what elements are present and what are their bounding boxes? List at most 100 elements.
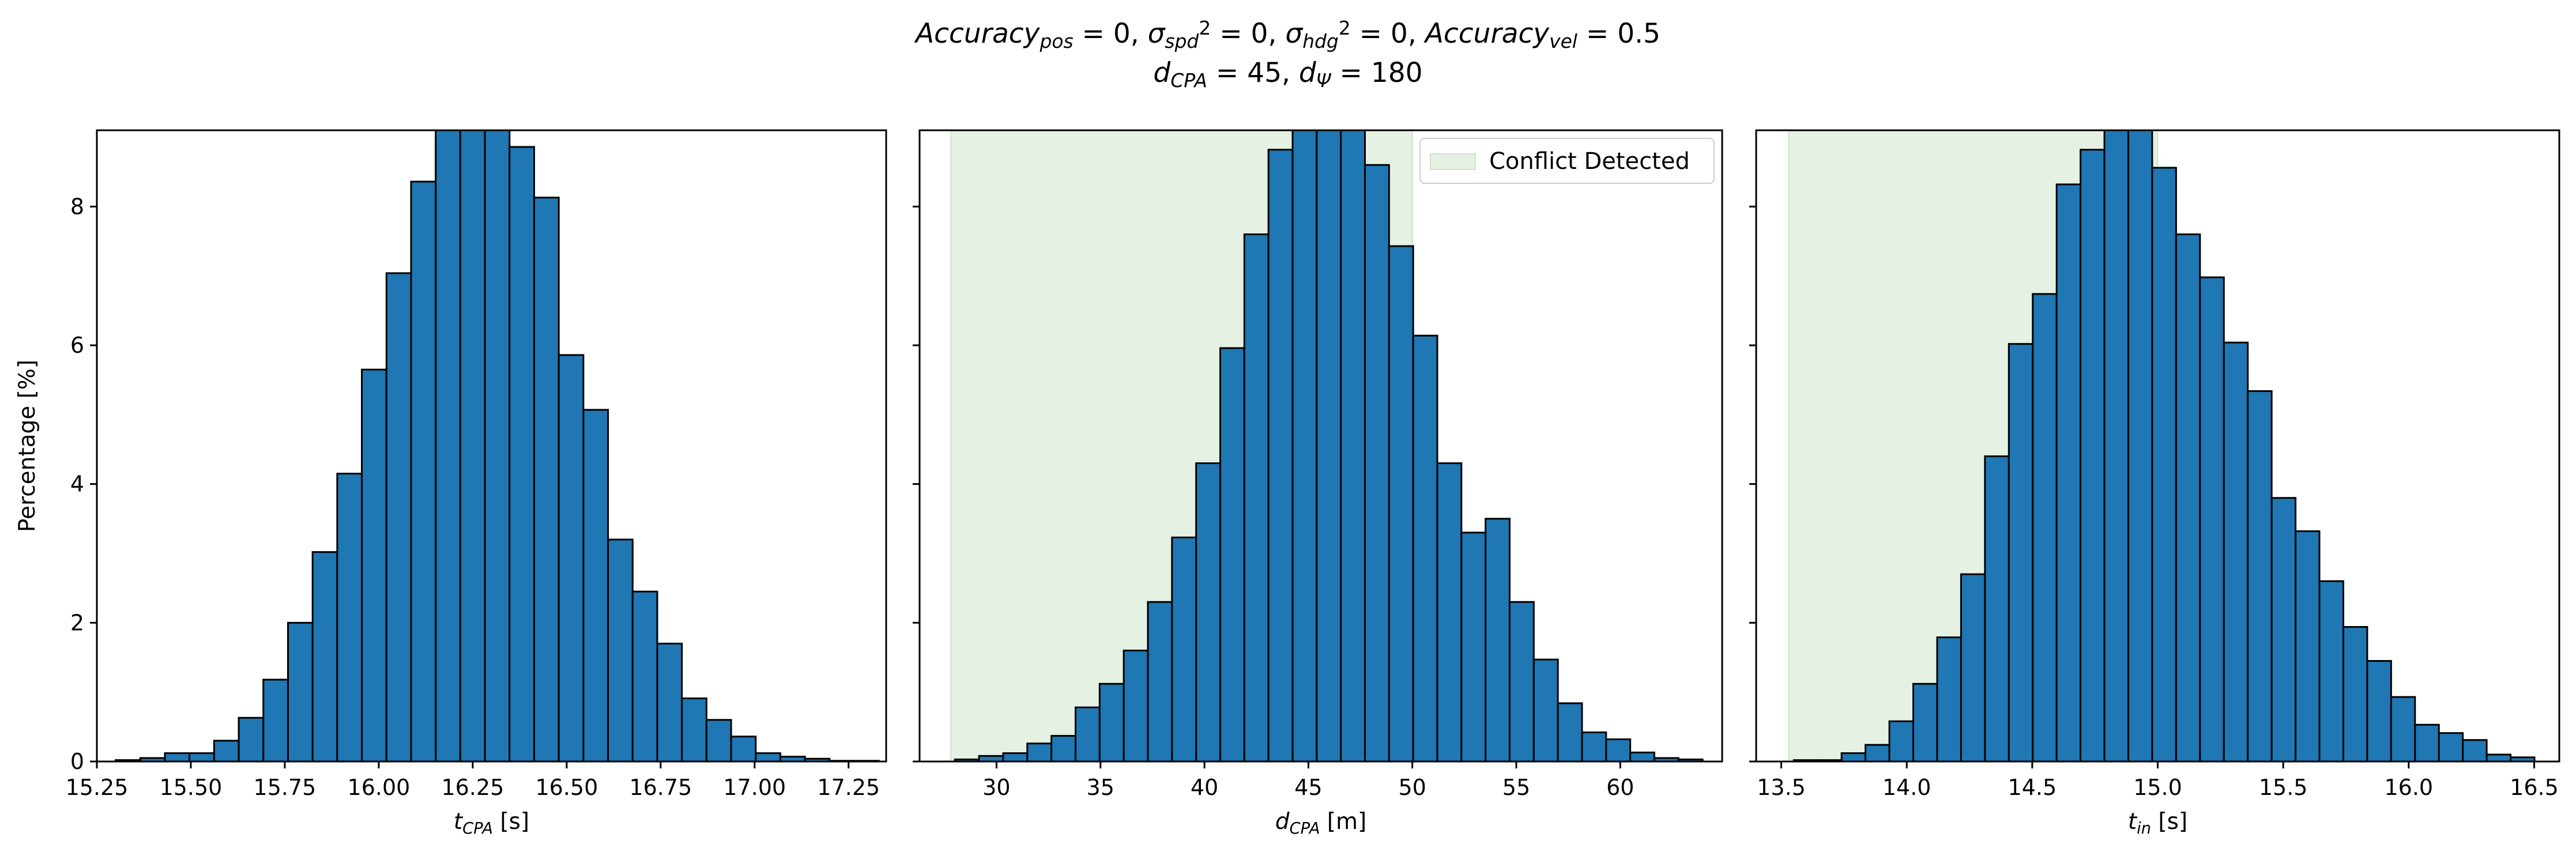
x-tick-label: 15.5 bbox=[2259, 775, 2308, 800]
histogram-bar bbox=[1195, 462, 1221, 761]
text-part: CPA bbox=[1290, 820, 1320, 838]
histogram-bar bbox=[2103, 130, 2129, 761]
text-part: = 0.5 bbox=[1577, 18, 1660, 50]
histogram-bar bbox=[656, 642, 683, 761]
histogram-bar bbox=[2342, 626, 2368, 761]
histogram-bar bbox=[1123, 649, 1149, 761]
histogram-bar bbox=[1243, 233, 1270, 761]
histogram-bar bbox=[1888, 720, 1915, 761]
histogram-bar bbox=[631, 590, 658, 761]
x-tick-label: 14.0 bbox=[1882, 775, 1931, 800]
legend-swatch bbox=[1430, 153, 1476, 170]
text-part: t bbox=[454, 809, 464, 835]
histogram-bar bbox=[2199, 276, 2225, 761]
histogram-bar bbox=[1532, 658, 1559, 761]
histogram-bar bbox=[311, 551, 338, 761]
histogram-bar bbox=[1412, 334, 1438, 761]
x-tick-label: 16.50 bbox=[535, 775, 598, 800]
histogram-bar bbox=[1316, 130, 1342, 761]
histogram-bar bbox=[1340, 130, 1366, 761]
histogram-bar bbox=[262, 678, 289, 761]
histogram-panel-dcpa: 30 35 40 45 50 55 60 dCPA [m] Conflict Detected bbox=[913, 129, 1723, 838]
x-tick-label: 16.0 bbox=[2385, 775, 2434, 800]
plot-area bbox=[950, 130, 1704, 761]
x-tick-label: 17.25 bbox=[817, 775, 880, 800]
histogram-bar bbox=[2055, 183, 2082, 761]
histogram-bar bbox=[1074, 706, 1101, 761]
y-tick-label: 4 bbox=[70, 472, 84, 497]
histogram-bar bbox=[2223, 341, 2249, 761]
histogram-bar bbox=[2295, 530, 2321, 761]
text-part: [m] bbox=[1320, 809, 1366, 835]
histogram-bar bbox=[1557, 702, 1583, 761]
text-part: hdg bbox=[1302, 30, 1339, 52]
text-part: d bbox=[1275, 809, 1290, 835]
histogram-bar bbox=[607, 538, 634, 761]
x-tick-label: 45 bbox=[1294, 775, 1322, 800]
histogram-bar bbox=[730, 736, 757, 761]
histogram-bar bbox=[1605, 738, 1632, 761]
y-axis-label: Percentage [%] bbox=[14, 360, 40, 532]
figure-title-line2: dCPA = 45, dΨ = 180 bbox=[1153, 57, 1422, 92]
x-tick-label: 30 bbox=[982, 775, 1010, 800]
legend: Conflict Detected bbox=[1419, 138, 1715, 184]
histogram-bar bbox=[1984, 455, 2010, 761]
text-part: σ bbox=[1285, 18, 1303, 50]
histogram-bar bbox=[2318, 580, 2344, 761]
histogram-bar bbox=[1098, 683, 1125, 761]
y-tick-label: 2 bbox=[70, 610, 84, 635]
histogram-bar bbox=[1460, 531, 1487, 761]
histogram-bar bbox=[2151, 167, 2177, 761]
histogram-bar bbox=[582, 409, 609, 761]
x-tick-label: 55 bbox=[1502, 775, 1530, 800]
histogram-bar bbox=[1026, 742, 1053, 761]
x-tick-label: 50 bbox=[1398, 775, 1426, 800]
text-part: = 0, bbox=[1351, 18, 1425, 50]
text-part: vel bbox=[1549, 30, 1577, 52]
histogram-bar bbox=[336, 473, 363, 761]
histogram-bar bbox=[287, 621, 314, 761]
histogram-bar bbox=[189, 752, 215, 761]
histogram-bar bbox=[1147, 601, 1173, 761]
text-part: = 180 bbox=[1331, 57, 1423, 89]
histogram-bar bbox=[1267, 149, 1294, 761]
histogram-bar bbox=[435, 130, 461, 761]
x-tick-label: 16.00 bbox=[348, 775, 410, 800]
histogram-bar bbox=[2510, 756, 2536, 761]
histogram-bar bbox=[1436, 462, 1463, 761]
histogram-panel-tcpa: 15.25 15.50 15.75 16.00 16.25 16.50 16.75 17.00… bbox=[14, 129, 887, 838]
plot-area bbox=[1788, 130, 2536, 761]
plot-area bbox=[115, 130, 880, 761]
histogram-bar bbox=[361, 368, 387, 761]
x-tick-label: 35 bbox=[1087, 775, 1114, 800]
x-tick-label: 15.0 bbox=[2133, 775, 2182, 800]
text-part: = 0, bbox=[1211, 18, 1285, 50]
y-tick-label: 6 bbox=[70, 333, 84, 358]
x-tick-label: 15.25 bbox=[66, 775, 129, 800]
histogram-bar bbox=[2438, 732, 2464, 761]
x-axis-label: tCPA [s] bbox=[454, 809, 529, 838]
histogram-bar bbox=[1291, 130, 1318, 761]
histogram-bar bbox=[2414, 723, 2440, 761]
legend-label: Conflict Detected bbox=[1489, 148, 1690, 175]
histogram-bar bbox=[1002, 752, 1029, 761]
histogram-bar bbox=[2032, 293, 2058, 761]
histogram-bar bbox=[459, 130, 486, 761]
y-tick-label: 8 bbox=[70, 194, 84, 219]
text-part: 2 bbox=[1339, 17, 1351, 39]
x-tick-label: 15.50 bbox=[160, 775, 223, 800]
histogram-bar bbox=[2485, 753, 2512, 761]
histogram-bar bbox=[164, 752, 191, 761]
histogram-bar bbox=[755, 752, 781, 761]
x-tick-label: 15.75 bbox=[254, 775, 317, 800]
text-part: = 0, bbox=[1074, 18, 1148, 50]
histogram-bar bbox=[1581, 731, 1607, 761]
histogram-bar bbox=[1840, 752, 1867, 761]
histogram-bar bbox=[705, 719, 732, 761]
histogram-bar bbox=[1050, 734, 1076, 761]
text-part: = 45, bbox=[1207, 57, 1299, 89]
text-part: [s] bbox=[2151, 809, 2187, 835]
axes-frame bbox=[96, 129, 887, 763]
histogram-bar bbox=[410, 180, 437, 761]
